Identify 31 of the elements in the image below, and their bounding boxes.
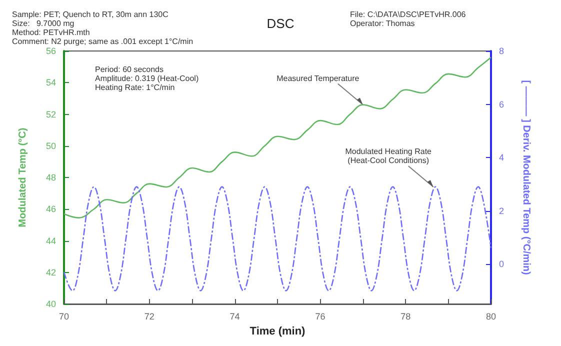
x-tick-label: 78 — [400, 312, 411, 322]
x-axis-title: Time (min) — [250, 326, 306, 338]
line-series — [63, 186, 492, 292]
x-tick-label: 80 — [486, 312, 496, 322]
text: File: C:\DATA\DSC\PETvHR.006 Operator: Thomas — [350, 10, 466, 28]
y-tick-label: 56 — [46, 46, 56, 56]
y-tick-label: 40 — [46, 299, 56, 309]
y-tick-label: 44 — [46, 236, 56, 246]
y2-tick-label: 8 — [499, 46, 504, 56]
y2-tick-label: 2 — [499, 206, 504, 216]
y-tick-label: 54 — [46, 78, 56, 88]
y2-tick-label: 6 — [499, 99, 504, 110]
chart-title: DSC — [266, 16, 294, 31]
y-tick-label: 42 — [46, 267, 56, 278]
x-tick-label: 72 — [144, 312, 154, 322]
text: Sample: PET; Quench to RT, 30m ann 130C Size: 9.7000 mg Method: PETvHR.mth Comment: N2 purge; same as .001 except 1°C/min — [12, 10, 194, 46]
y2-tick-label: 0 — [499, 259, 504, 270]
y-tick-label: 50 — [46, 140, 56, 151]
y-tick-label: 46 — [46, 204, 56, 214]
y2-tick-label: 4 — [499, 152, 504, 163]
annotation: Period: 60 seconds Amplitude: 0.319 (Heat-Cool) Heating Rate: 1°C/min — [95, 65, 199, 92]
line-series — [63, 56, 492, 218]
y-tick-label: 52 — [46, 109, 56, 120]
y-axis-title: Modulated Temp (°C) — [18, 128, 28, 228]
x-tick-label: 74 — [230, 312, 240, 322]
x-tick-label: 70 — [58, 312, 70, 322]
x-tick-label: 76 — [315, 312, 326, 322]
y2-axis-title: [ ——— ] Deriv. Modulated Temp (°C/min) — [520, 80, 532, 275]
annotation: Measured Temperature — [276, 74, 360, 83]
annotation: Modulated Heating Rate (Heat-Cool Conditions) — [345, 146, 432, 165]
y-tick-label: 48 — [46, 172, 56, 182]
